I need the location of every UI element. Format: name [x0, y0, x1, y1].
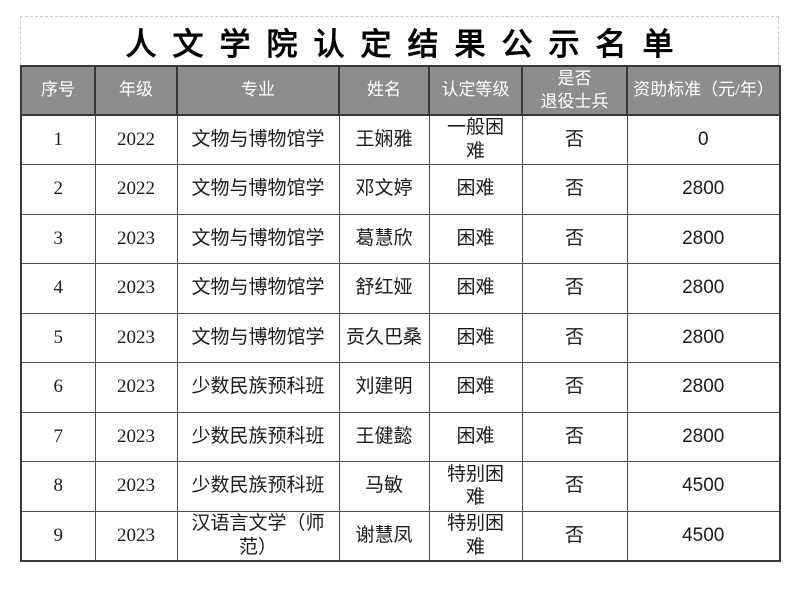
cell-level: 困难 [428, 263, 523, 314]
table-row: 4 2023 文物与博物馆学 舒红娅 困难 否 2800 [20, 263, 781, 314]
cell-name: 谢慧凤 [338, 510, 430, 561]
cell-grade: 2023 [94, 362, 178, 413]
cell-name: 马敏 [338, 461, 430, 512]
header-cell-amount: 资助标准（元/年） [626, 65, 781, 116]
cell-level: 困难 [428, 312, 523, 363]
cell-grade: 2022 [94, 164, 178, 215]
cell-major: 汉语言文学（师 范） [176, 510, 340, 561]
cell-level: 一般困 难 [428, 114, 523, 165]
cell-amount: 4500 [626, 461, 781, 512]
table-row: 3 2023 文物与博物馆学 葛慧欣 困难 否 2800 [20, 213, 781, 264]
cell-grade: 2023 [94, 411, 178, 462]
cell-serial: 2 [20, 164, 96, 215]
cell-veteran: 否 [521, 362, 628, 413]
cell-major: 文物与博物馆学 [176, 312, 340, 363]
cell-name: 王娴雅 [338, 114, 430, 165]
cell-major: 少数民族预科班 [176, 411, 340, 462]
cell-name: 王健懿 [338, 411, 430, 462]
cell-veteran: 否 [521, 114, 628, 165]
cell-level: 困难 [428, 362, 523, 413]
cell-level: 特别困 难 [428, 461, 523, 512]
cell-major: 文物与博物馆学 [176, 263, 340, 314]
cell-serial: 9 [20, 510, 96, 561]
cell-major: 文物与博物馆学 [176, 114, 340, 165]
table-row: 1 2022 文物与博物馆学 王娴雅 一般困 难 否 0 [20, 114, 781, 165]
results-table: 序号 年级 专业 姓名 认定等级 是否 退役士兵 资助标准（元/年） 1 202… [20, 65, 781, 562]
header-cell-grade: 年级 [94, 65, 178, 116]
header-cell-level: 认定等级 [428, 65, 523, 116]
cell-amount: 2800 [626, 362, 781, 413]
cell-veteran: 否 [521, 164, 628, 215]
table-row: 2 2022 文物与博物馆学 邓文婷 困难 否 2800 [20, 164, 781, 215]
cell-amount: 2800 [626, 312, 781, 363]
cell-level: 困难 [428, 411, 523, 462]
cell-serial: 1 [20, 114, 96, 165]
cell-amount: 2800 [626, 411, 781, 462]
cell-name: 葛慧欣 [338, 213, 430, 264]
cell-veteran: 否 [521, 312, 628, 363]
cell-grade: 2023 [94, 213, 178, 264]
cell-name: 贡久巴桑 [338, 312, 430, 363]
title-box: 人文学院认定结果公示名单 [20, 16, 779, 65]
cell-serial: 4 [20, 263, 96, 314]
cell-serial: 7 [20, 411, 96, 462]
cell-level: 特别困 难 [428, 510, 523, 561]
cell-amount: 0 [626, 114, 781, 165]
cell-veteran: 否 [521, 461, 628, 512]
header-cell-serial: 序号 [20, 65, 96, 116]
cell-amount: 2800 [626, 213, 781, 264]
table-row: 8 2023 少数民族预科班 马敏 特别困 难 否 4500 [20, 461, 781, 512]
cell-serial: 5 [20, 312, 96, 363]
cell-major: 少数民族预科班 [176, 461, 340, 512]
cell-major: 少数民族预科班 [176, 362, 340, 413]
cell-grade: 2023 [94, 461, 178, 512]
cell-grade: 2023 [94, 312, 178, 363]
cell-veteran: 否 [521, 510, 628, 561]
cell-grade: 2022 [94, 114, 178, 165]
cell-name: 舒红娅 [338, 263, 430, 314]
cell-name: 邓文婷 [338, 164, 430, 215]
header-cell-major: 专业 [176, 65, 340, 116]
table-row: 7 2023 少数民族预科班 王健懿 困难 否 2800 [20, 411, 781, 462]
cell-serial: 3 [20, 213, 96, 264]
cell-level: 困难 [428, 213, 523, 264]
cell-veteran: 否 [521, 411, 628, 462]
cell-name: 刘建明 [338, 362, 430, 413]
table-row: 9 2023 汉语言文学（师 范） 谢慧凤 特别困 难 否 4500 [20, 510, 781, 561]
cell-major: 文物与博物馆学 [176, 213, 340, 264]
table-row: 5 2023 文物与博物馆学 贡久巴桑 困难 否 2800 [20, 312, 781, 363]
cell-grade: 2023 [94, 263, 178, 314]
cell-amount: 4500 [626, 510, 781, 561]
cell-amount: 2800 [626, 263, 781, 314]
header-cell-name: 姓名 [338, 65, 430, 116]
table-row: 6 2023 少数民族预科班 刘建明 困难 否 2800 [20, 362, 781, 413]
cell-serial: 6 [20, 362, 96, 413]
cell-veteran: 否 [521, 263, 628, 314]
cell-veteran: 否 [521, 213, 628, 264]
cell-level: 困难 [428, 164, 523, 215]
cell-serial: 8 [20, 461, 96, 512]
cell-major: 文物与博物馆学 [176, 164, 340, 215]
header-row: 序号 年级 专业 姓名 认定等级 是否 退役士兵 资助标准（元/年） [20, 65, 781, 116]
header-cell-veteran: 是否 退役士兵 [521, 65, 628, 116]
cell-amount: 2800 [626, 164, 781, 215]
cell-grade: 2023 [94, 510, 178, 561]
page-title: 人文学院认定结果公示名单 [125, 26, 690, 62]
